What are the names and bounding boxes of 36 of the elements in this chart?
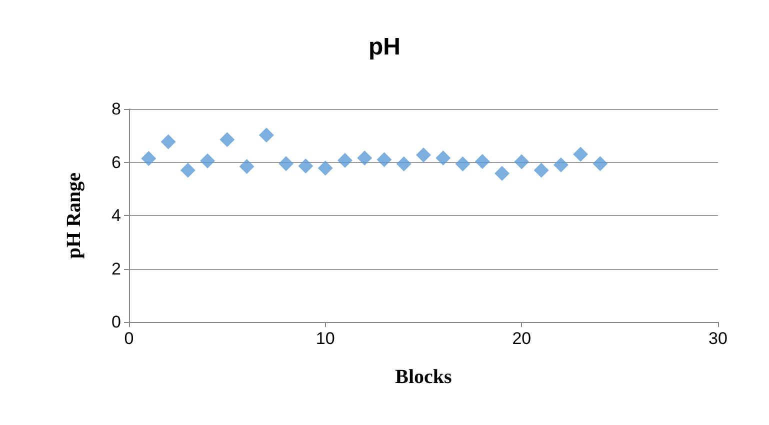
x-axis-title: Blocks <box>395 366 452 388</box>
point <box>337 152 352 168</box>
point <box>553 157 568 172</box>
point <box>573 146 588 162</box>
y-tick-label: 6 <box>112 152 121 172</box>
point <box>376 152 392 168</box>
point <box>278 156 294 172</box>
point <box>200 153 216 168</box>
point <box>180 162 196 178</box>
x-tick-label: 20 <box>512 329 532 348</box>
point <box>436 150 451 166</box>
point <box>534 162 549 178</box>
x-tick-label: 0 <box>124 329 134 348</box>
point <box>258 128 274 143</box>
x-tick-label: 30 <box>708 329 728 348</box>
point <box>592 156 608 172</box>
point <box>220 132 235 148</box>
point <box>239 159 254 174</box>
y-tick-label: 8 <box>112 100 121 118</box>
point <box>141 151 156 166</box>
chart-title: pH <box>368 34 400 60</box>
y-tick-label: 4 <box>112 206 121 225</box>
point <box>455 156 470 172</box>
point <box>357 150 372 166</box>
point <box>318 160 333 176</box>
y-tick-label: 0 <box>112 312 121 332</box>
point <box>298 158 314 174</box>
y-tick-label: 2 <box>112 259 121 278</box>
y-axis-title: pH Range <box>63 172 85 259</box>
point <box>474 154 490 169</box>
point <box>160 134 176 150</box>
point <box>416 148 431 163</box>
point <box>514 154 530 170</box>
point <box>494 166 510 181</box>
x-tick-label: 10 <box>316 329 335 348</box>
point <box>396 156 412 172</box>
